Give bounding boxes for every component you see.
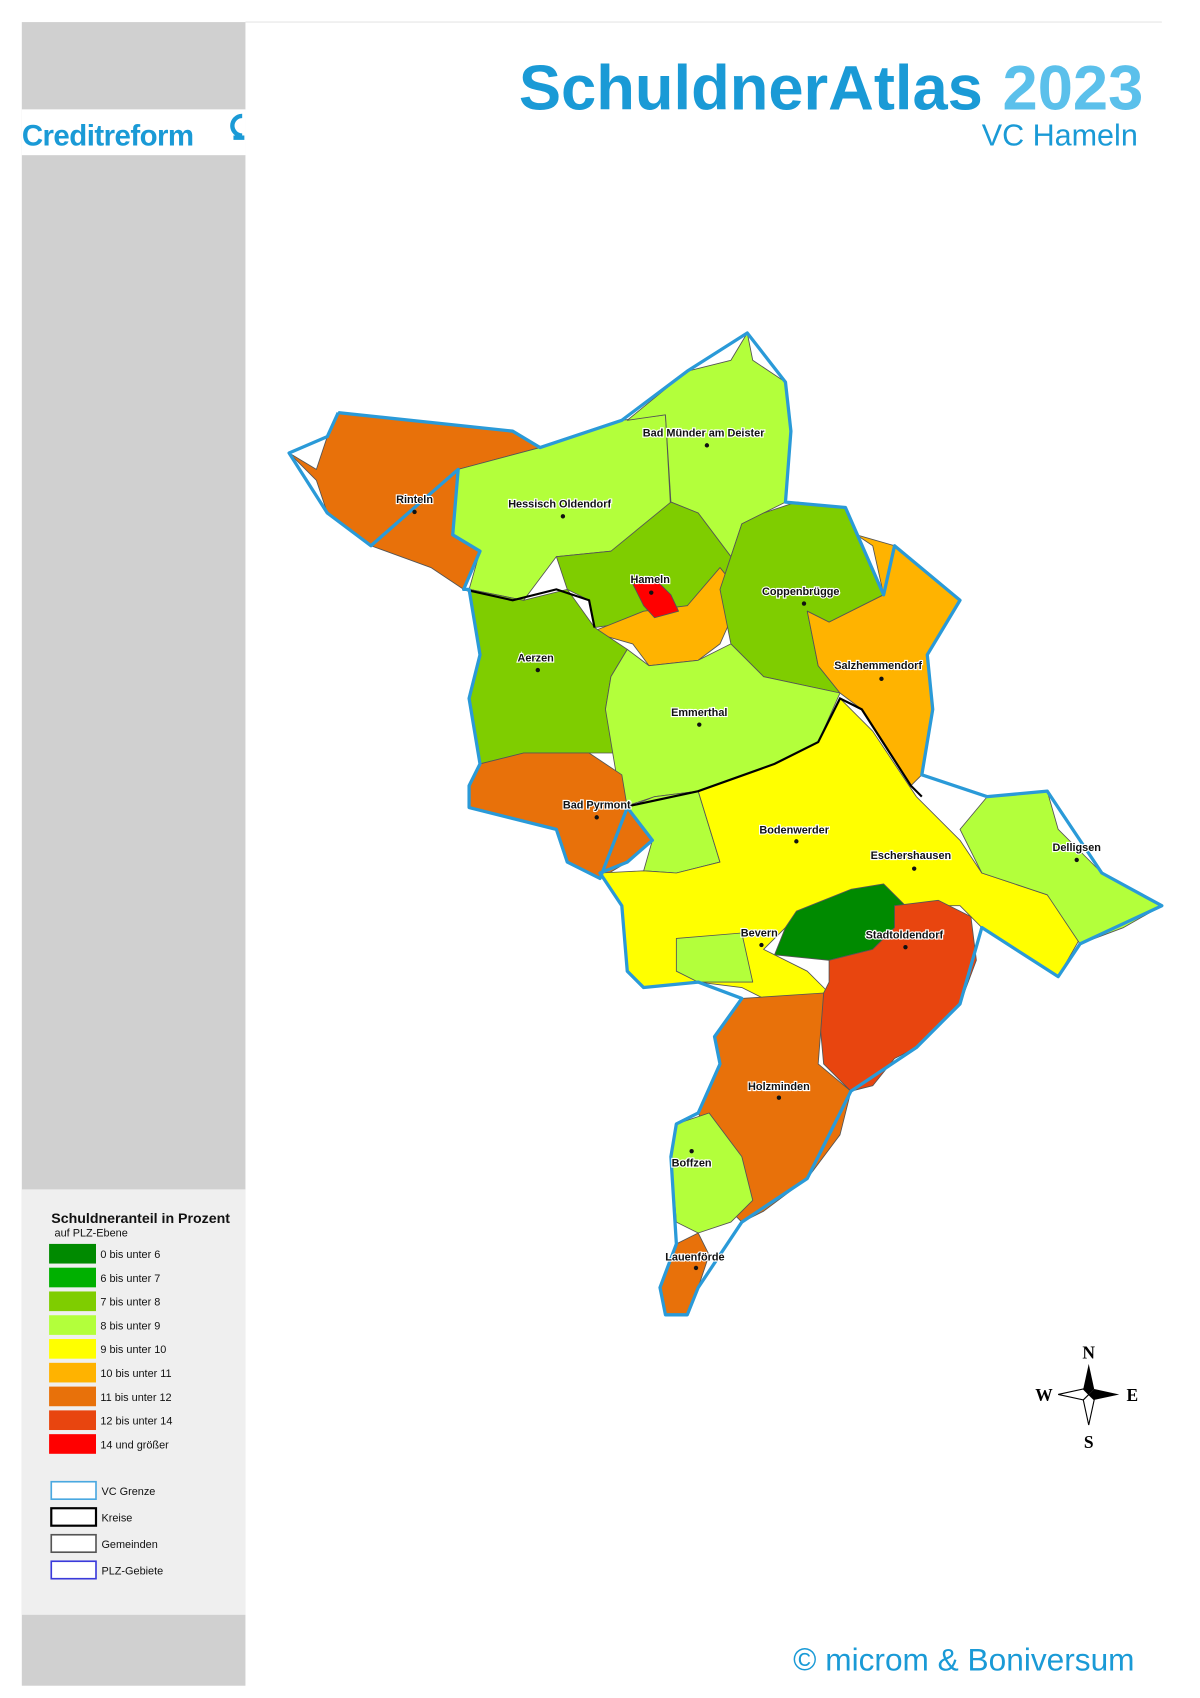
compass-e: E xyxy=(1127,1385,1139,1405)
legend-label: 8 bis unter 9 xyxy=(100,1320,160,1332)
place-label: Lauenförde xyxy=(665,1251,724,1263)
district-border xyxy=(621,696,923,809)
legend-items: 0 bis unter 6 6 bis unter 7 7 bis unter 8 8… xyxy=(49,1243,172,1580)
place-dot xyxy=(1074,857,1079,863)
place-dot xyxy=(801,601,807,606)
header-subtitle: VC Hameln xyxy=(982,118,1138,152)
legend-label: VC Grenze xyxy=(101,1486,155,1498)
place-label: Stadtoldendorf xyxy=(866,929,944,941)
region xyxy=(632,578,679,619)
legend-label: 14 und größer xyxy=(100,1439,169,1451)
place-dot xyxy=(704,443,710,448)
compass-w: W xyxy=(1035,1385,1053,1405)
header-title: SchuldnerAtlas 2023 xyxy=(519,53,1143,123)
legend-swatch xyxy=(49,1291,96,1312)
map: Bad Münder am Deister Hessisch Oldendorf… xyxy=(287,331,1164,1317)
place-dot xyxy=(794,839,799,844)
logo-text: Creditreform xyxy=(22,119,194,152)
legend-border-swatch xyxy=(50,1507,98,1527)
place-dot xyxy=(649,590,654,595)
place-label: Bad Münder am Deister xyxy=(643,428,765,440)
compass: N S W E xyxy=(1035,1342,1138,1451)
legend-label: 0 bis unter 6 xyxy=(100,1249,160,1261)
legend-swatch xyxy=(49,1339,96,1359)
compass-needle xyxy=(1088,1389,1120,1400)
legend-label: Kreise xyxy=(101,1512,132,1524)
place-label: Hessisch Oldendorf xyxy=(508,499,611,511)
logo-icon xyxy=(230,113,245,140)
legend-label: 12 bis unter 14 xyxy=(100,1416,172,1428)
place-label: Aerzen xyxy=(517,652,553,664)
place-label: Hameln xyxy=(631,574,670,586)
logo-strip xyxy=(21,109,246,156)
place-label: Holzminden xyxy=(748,1081,810,1093)
place-dot xyxy=(412,509,417,515)
place-label: Bevern xyxy=(741,927,778,939)
legend-swatch xyxy=(49,1386,96,1407)
district-border xyxy=(463,588,596,628)
legend-label: 7 bis unter 8 xyxy=(100,1297,160,1309)
compass-s: S xyxy=(1084,1432,1094,1452)
legend-swatch xyxy=(49,1362,96,1383)
place-label: Eschershausen xyxy=(871,850,952,862)
place-label: Boffzen xyxy=(672,1157,712,1169)
place-label: Bodenwerder xyxy=(759,825,829,837)
legend-swatch xyxy=(49,1434,96,1454)
legend-label: Gemeinden xyxy=(101,1539,157,1551)
legend-label: 10 bis unter 11 xyxy=(100,1368,171,1380)
legend-label: 9 bis unter 10 xyxy=(100,1344,166,1356)
place-dot xyxy=(560,514,566,519)
place-dot xyxy=(879,676,884,681)
place-dot xyxy=(759,942,764,948)
compass-needle xyxy=(1083,1363,1095,1395)
place-label: Rinteln xyxy=(396,494,433,506)
place-label: Delligsen xyxy=(1053,842,1101,854)
legend-swatch xyxy=(49,1243,96,1264)
legend-title: Schuldneranteil in Prozent xyxy=(51,1211,230,1227)
place-label: Emmerthal xyxy=(671,707,727,719)
place-dot xyxy=(693,1265,699,1271)
compass-needle xyxy=(1058,1388,1090,1401)
legend-label: PLZ-Gebiete xyxy=(101,1565,163,1577)
title-year: 2023 xyxy=(1003,53,1144,123)
title-main: SchuldnerAtlas xyxy=(519,53,983,123)
place-label: Coppenbrügge xyxy=(762,586,839,598)
place-dot xyxy=(903,945,908,950)
place-dots xyxy=(412,443,1079,1271)
place-label: Bad Pyrmont xyxy=(563,800,631,812)
vc-border xyxy=(287,331,1164,1317)
compass-n: N xyxy=(1082,1342,1095,1362)
place-dot xyxy=(594,815,599,820)
legend-label: 6 bis unter 7 xyxy=(100,1273,160,1285)
legend-border-swatch xyxy=(50,1533,97,1554)
legend-label: 11 bis unter 12 xyxy=(100,1392,171,1404)
place-dot xyxy=(689,1149,694,1154)
place-dot xyxy=(912,866,917,871)
footer-credit: © microm & Boniversum xyxy=(793,1641,1134,1677)
legend-border-swatch xyxy=(50,1480,97,1500)
legend-border-swatch xyxy=(50,1560,97,1580)
legend-swatch xyxy=(49,1315,96,1335)
place-dot xyxy=(535,667,540,673)
legend-subtitle: auf PLZ-Ebene xyxy=(55,1227,128,1239)
legend-swatch xyxy=(49,1410,96,1431)
region xyxy=(659,1232,710,1316)
place-dot xyxy=(697,722,702,727)
region xyxy=(675,932,754,983)
legend-swatch xyxy=(49,1267,96,1288)
place-label: Salzhemmendorf xyxy=(834,660,922,672)
place-dot xyxy=(776,1095,782,1100)
